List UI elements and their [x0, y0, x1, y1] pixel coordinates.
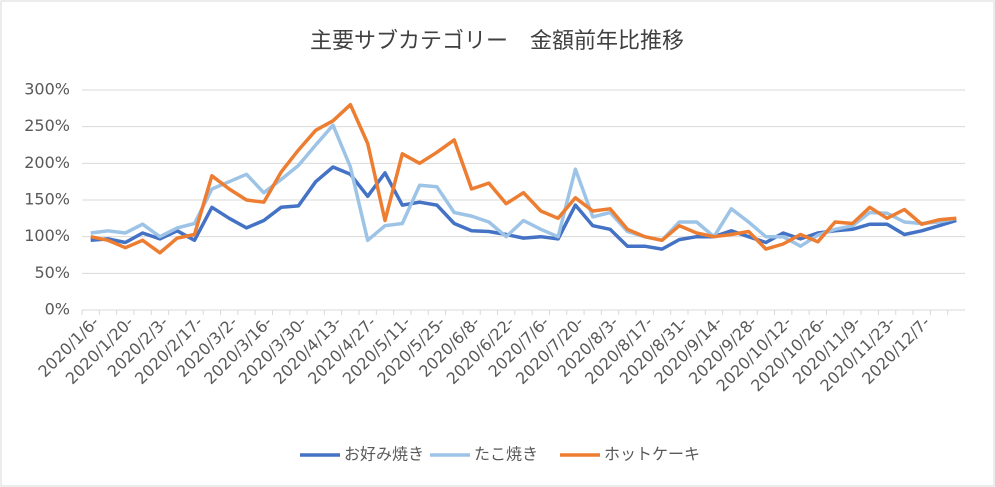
series-line — [90, 102, 957, 255]
y-tick-label: 150% — [24, 190, 70, 209]
chart-title: 主要サブカテゴリー 金額前年比推移 — [310, 29, 684, 54]
y-tick-label: 0% — [45, 300, 70, 319]
y-tick-label: 250% — [24, 116, 70, 135]
y-tick-label: 200% — [24, 153, 70, 172]
legend-label: お好み焼き — [344, 445, 424, 464]
series-line — [90, 165, 957, 251]
y-tick-label: 300% — [24, 80, 70, 99]
y-tick-label: 100% — [24, 226, 70, 245]
legend-label: たこ焼き — [474, 445, 538, 464]
legend-label: ホットケーキ — [604, 445, 700, 464]
y-tick-label: 50% — [34, 263, 70, 282]
